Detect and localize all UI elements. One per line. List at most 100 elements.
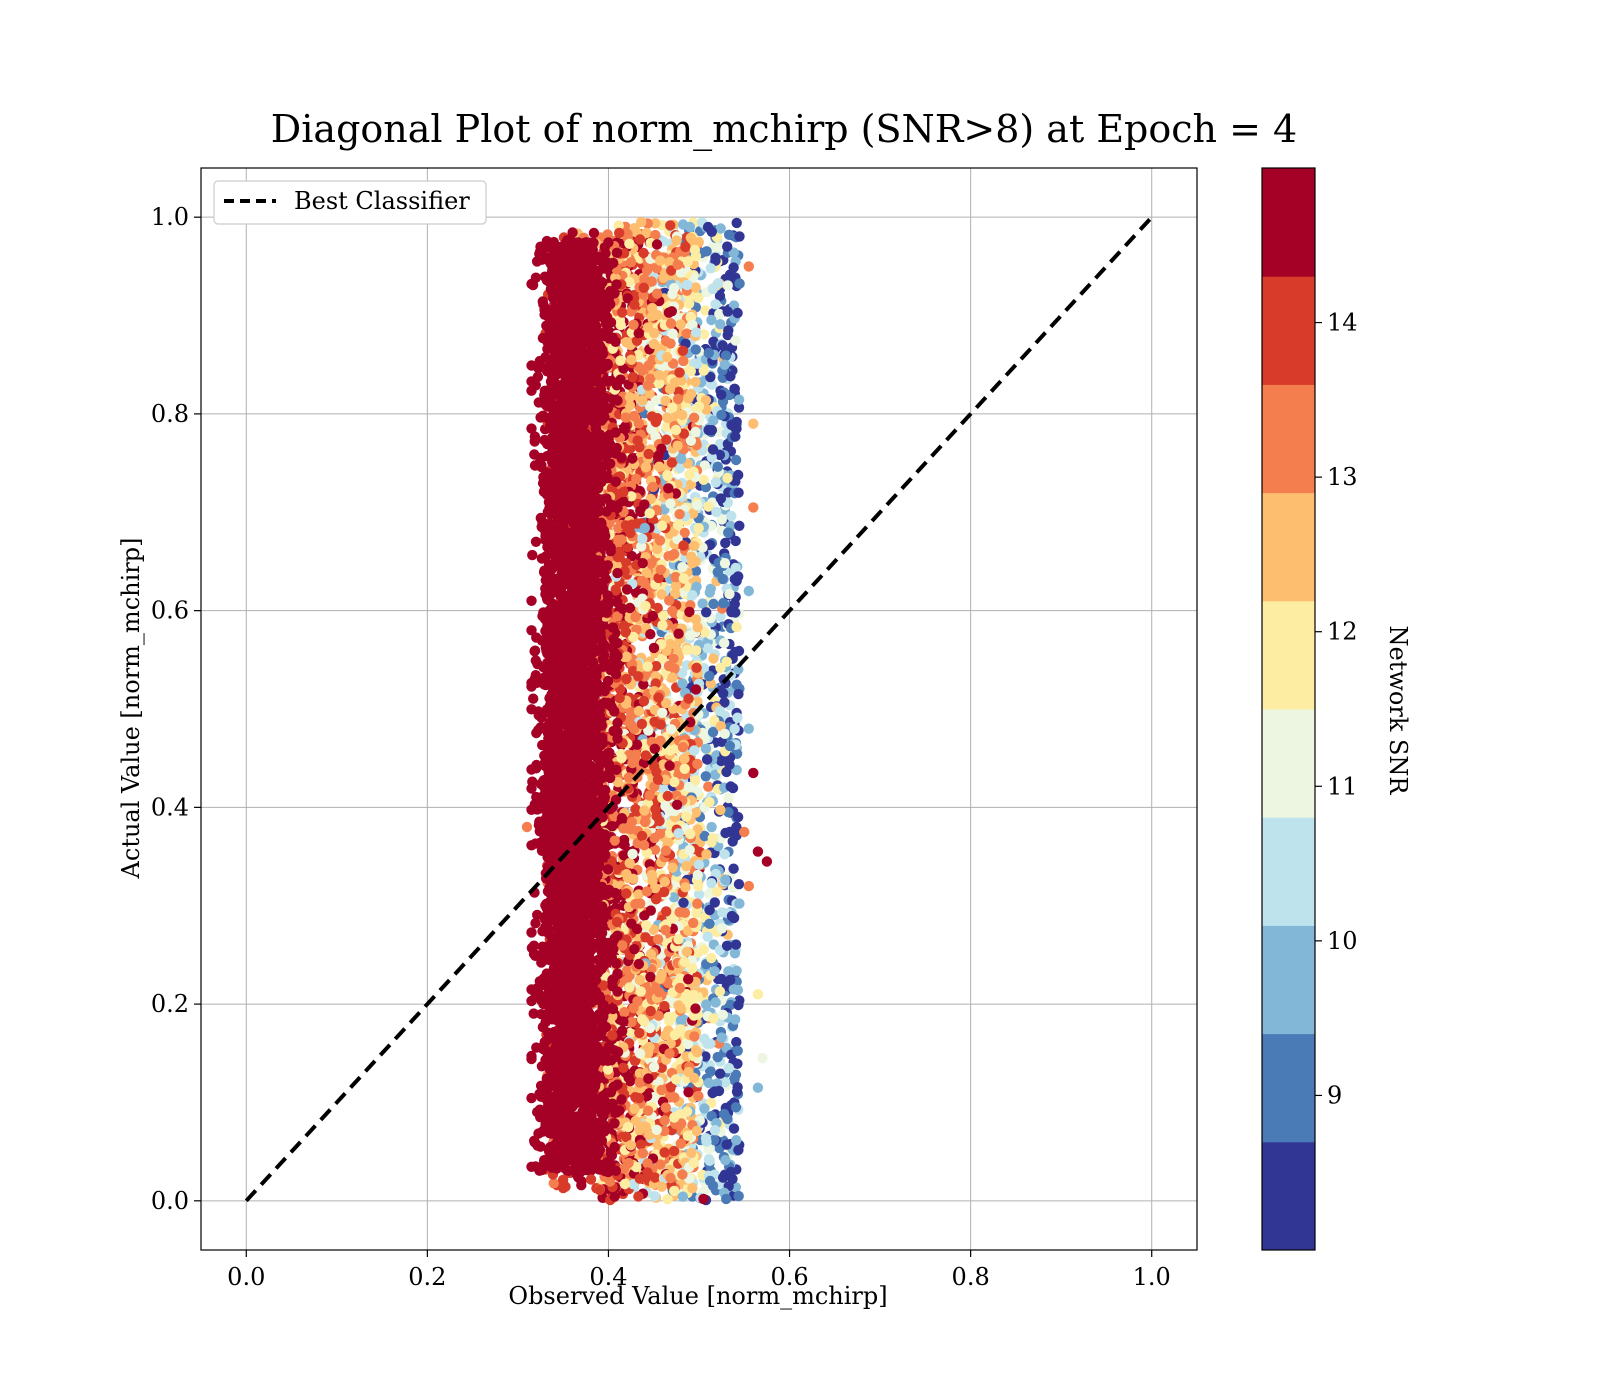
scatter-point: [621, 337, 632, 348]
scatter-point: [661, 906, 672, 917]
scatter-point: [665, 318, 677, 329]
scatter-point: [719, 359, 730, 370]
scatter-point: [639, 522, 650, 534]
scatter-point: [674, 367, 685, 378]
scatter-point: [632, 435, 643, 446]
scatter-point: [638, 247, 649, 259]
scatter-point: [688, 1157, 699, 1169]
scatter-point: [718, 598, 729, 609]
scatter-point: [669, 663, 680, 674]
scatter-point: [716, 1032, 727, 1043]
scatter-point: [701, 1136, 712, 1147]
scatter-point: [704, 670, 715, 682]
scatter-point: [633, 1191, 644, 1202]
scatter-point: [730, 939, 742, 950]
scatter-point: [633, 705, 645, 717]
scatter-point: [691, 1125, 702, 1137]
scatter-point: [624, 857, 635, 869]
scatter-point: [614, 692, 625, 704]
scatter-point: [667, 402, 678, 413]
scatter-point: [717, 1172, 729, 1183]
scatter-point: [654, 987, 665, 998]
scatter-point: [717, 907, 728, 918]
scatter-point: [732, 712, 743, 723]
scatter-point: [730, 454, 742, 466]
scatter-point: [651, 239, 663, 250]
scatter-point: [693, 523, 704, 534]
scatter-point: [661, 434, 672, 445]
scatter-point: [668, 653, 679, 664]
scatter-point: [678, 355, 689, 367]
scatter-point: [629, 299, 640, 310]
scatter-point: [634, 1124, 645, 1136]
scatter-point: [617, 940, 628, 951]
scatter-point: [654, 369, 665, 381]
scatter-point: [672, 393, 684, 405]
scatter-point: [683, 392, 694, 404]
scatter-point: [665, 220, 676, 231]
scatter-point: [681, 279, 693, 291]
scatter-point: [681, 993, 693, 1005]
scatter-point: [714, 308, 725, 320]
scatter-point: [713, 1085, 725, 1097]
scatter-point: [704, 1155, 715, 1167]
scatter-point: [672, 519, 684, 531]
scatter-point: [721, 656, 732, 667]
scatter-point: [655, 255, 666, 266]
scatter-point: [715, 223, 726, 234]
scatter-point: [733, 402, 745, 413]
scatter-point: [639, 805, 650, 816]
scatter-point: [730, 607, 741, 618]
scatter-point: [626, 719, 637, 731]
scatter-point: [647, 610, 658, 622]
scatter-point: [693, 859, 705, 870]
scatter-point: [722, 306, 733, 317]
scatter-point: [726, 510, 737, 522]
scatter-point: [733, 1144, 744, 1156]
scatter-point: [717, 340, 728, 351]
scatter-point: [642, 1158, 653, 1169]
scatter-point: [652, 934, 664, 945]
scatter-point: [624, 392, 636, 403]
scatter-point: [731, 217, 742, 229]
scatter-point: [711, 506, 722, 518]
scatter-point: [690, 344, 701, 355]
scatter-point: [710, 477, 722, 488]
scatter-point: [646, 411, 658, 422]
scatter-point: [709, 966, 720, 977]
scatter-point: [706, 878, 717, 889]
scatter-point: [689, 1031, 700, 1042]
scatter-point: [685, 232, 696, 243]
scatter-point: [667, 862, 678, 873]
scatter-point: [730, 1102, 742, 1113]
scatter-point: [734, 231, 745, 242]
scatter-point: [684, 469, 695, 480]
scatter-point: [567, 227, 578, 238]
scatter-point: [715, 493, 727, 504]
scatter-point: [674, 509, 685, 520]
scatter-point: [621, 673, 632, 685]
scatter-point: [662, 470, 673, 481]
scatter-point: [701, 999, 712, 1010]
scatter-point: [673, 934, 684, 945]
scatter-point: [623, 1072, 634, 1084]
scatter-point: [663, 1011, 674, 1023]
scatter-point: [666, 457, 678, 468]
scatter-point: [693, 1090, 704, 1102]
scatter-point: [660, 845, 672, 856]
scatter-point: [645, 905, 656, 916]
scatter-point: [720, 350, 732, 361]
scatter-point: [719, 637, 730, 649]
scatter-point: [717, 1009, 729, 1020]
scatter-point: [677, 562, 688, 573]
scatter-point: [692, 898, 703, 909]
scatter-point: [679, 907, 691, 918]
scatter-point: [636, 1014, 648, 1025]
scatter-point: [624, 982, 635, 993]
scatter-point: [641, 920, 652, 931]
scatter-point: [611, 916, 623, 928]
scatter-point: [716, 389, 727, 400]
scatter-point: [681, 946, 693, 957]
scatter-point: [621, 888, 632, 899]
scatter-point: [712, 461, 723, 472]
